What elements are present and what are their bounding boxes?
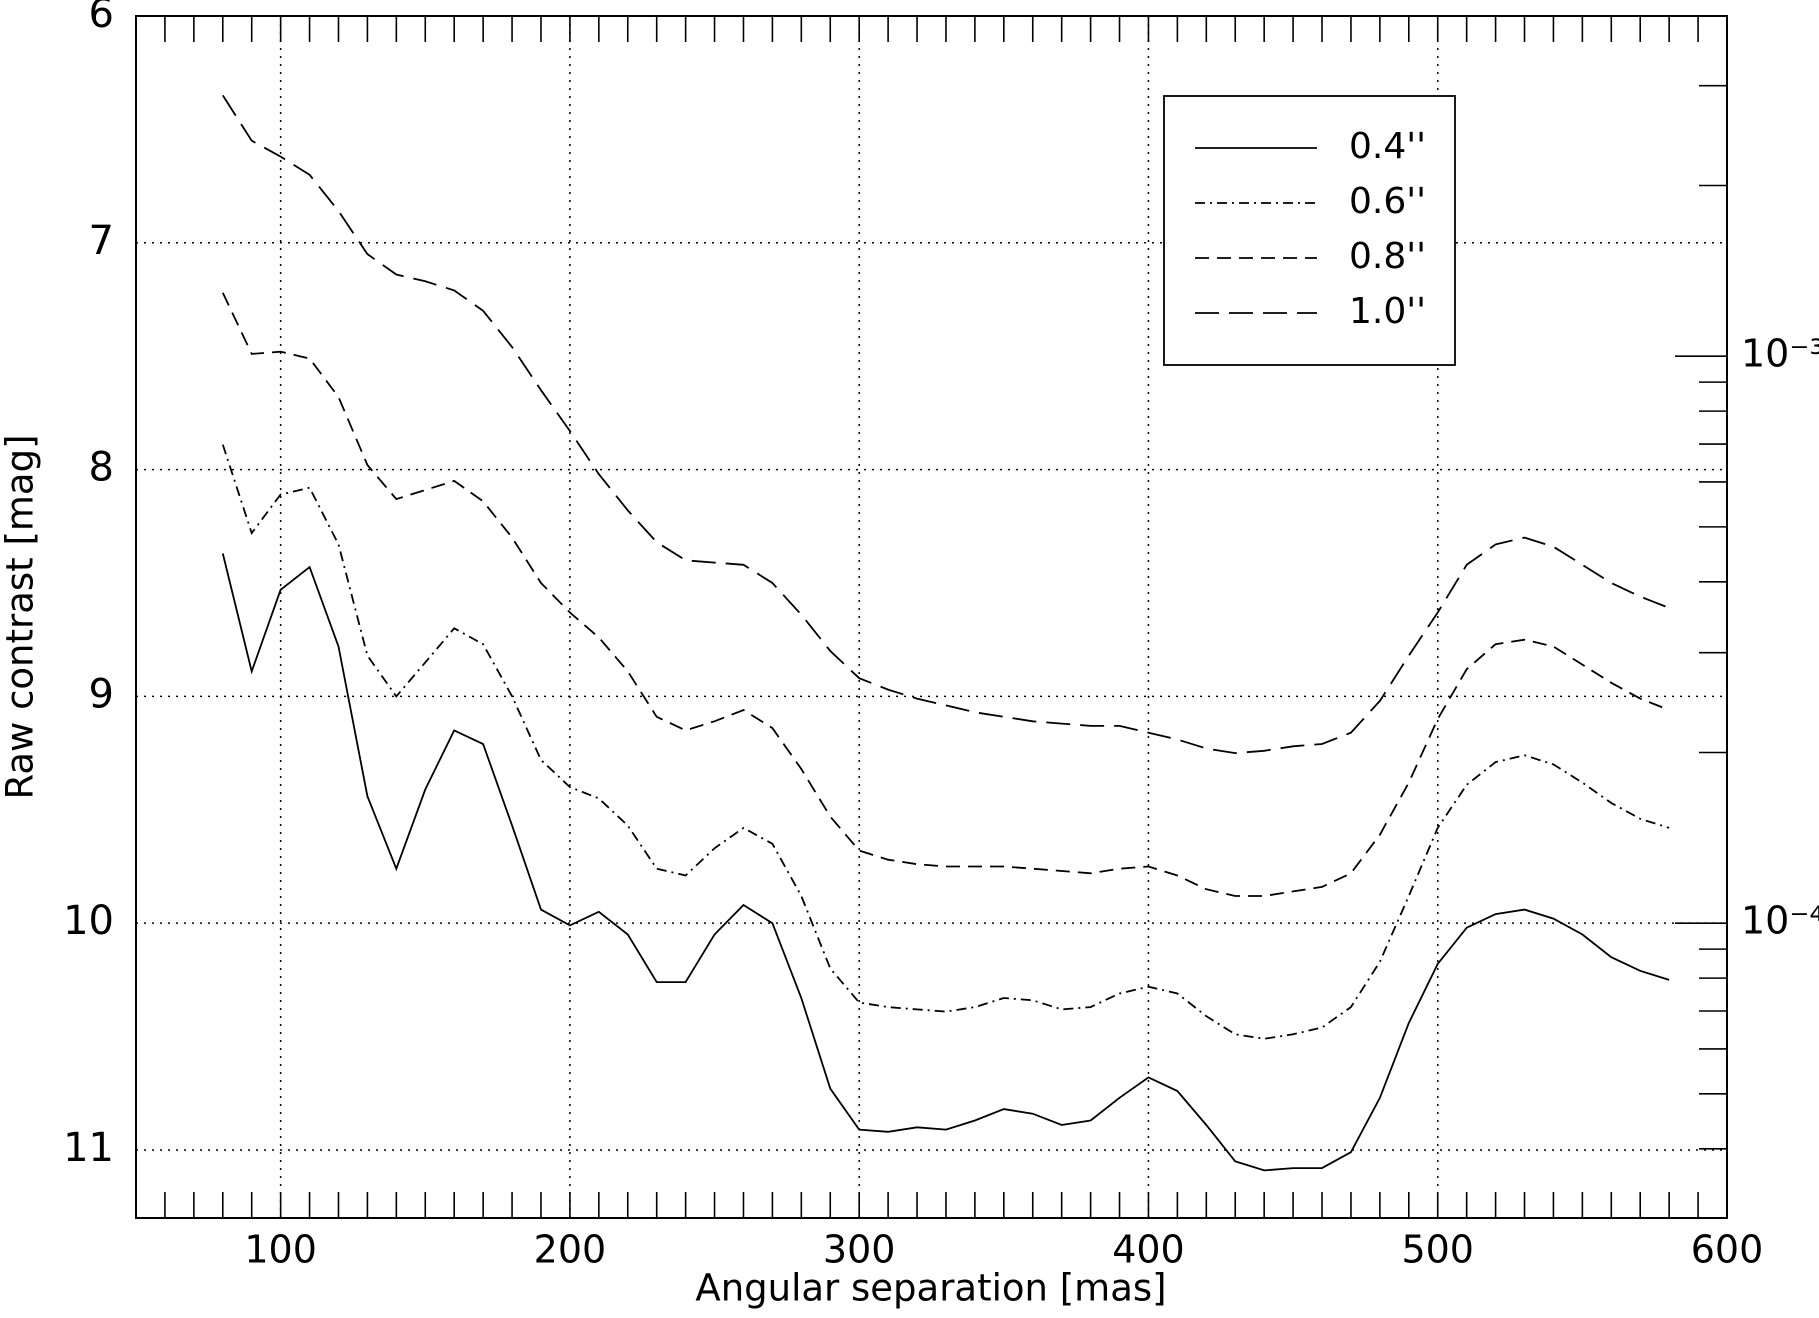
series-line xyxy=(221,553,1670,1172)
x-tick-label: 200 xyxy=(534,1228,607,1272)
plot-frame xyxy=(135,15,1728,1219)
legend-label: 1.0'' xyxy=(1349,291,1426,332)
series-line xyxy=(221,444,1670,1040)
legend-label: 0.6'' xyxy=(1349,181,1426,222)
legend-label: 0.4'' xyxy=(1349,126,1426,167)
series-line xyxy=(221,292,1670,897)
y2-tick-label: 10⁻³ xyxy=(1741,332,1819,376)
y-tick-label: 9 xyxy=(89,671,114,717)
x-tick-label: 600 xyxy=(1691,1228,1764,1272)
x-tick-label: 400 xyxy=(1112,1228,1185,1272)
x-tick-label: 100 xyxy=(244,1228,317,1272)
y2-tick-label: 10⁻⁴ xyxy=(1741,899,1819,943)
y-tick-label: 8 xyxy=(89,445,114,491)
x-tick-label: 500 xyxy=(1401,1228,1474,1272)
y-tick-label: 11 xyxy=(63,1125,114,1171)
legend-box xyxy=(1163,95,1456,366)
y-tick-label: 7 xyxy=(89,218,114,264)
y-axis-label: Raw contrast [mag] xyxy=(0,434,42,799)
legend-label: 0.8'' xyxy=(1349,236,1426,277)
y-tick-label: 10 xyxy=(63,898,114,944)
x-axis-label: Angular separation [mas] xyxy=(695,1267,1166,1310)
x-tick-label: 300 xyxy=(823,1228,896,1272)
y-tick-label: 6 xyxy=(89,0,114,37)
series-line xyxy=(222,94,1670,755)
